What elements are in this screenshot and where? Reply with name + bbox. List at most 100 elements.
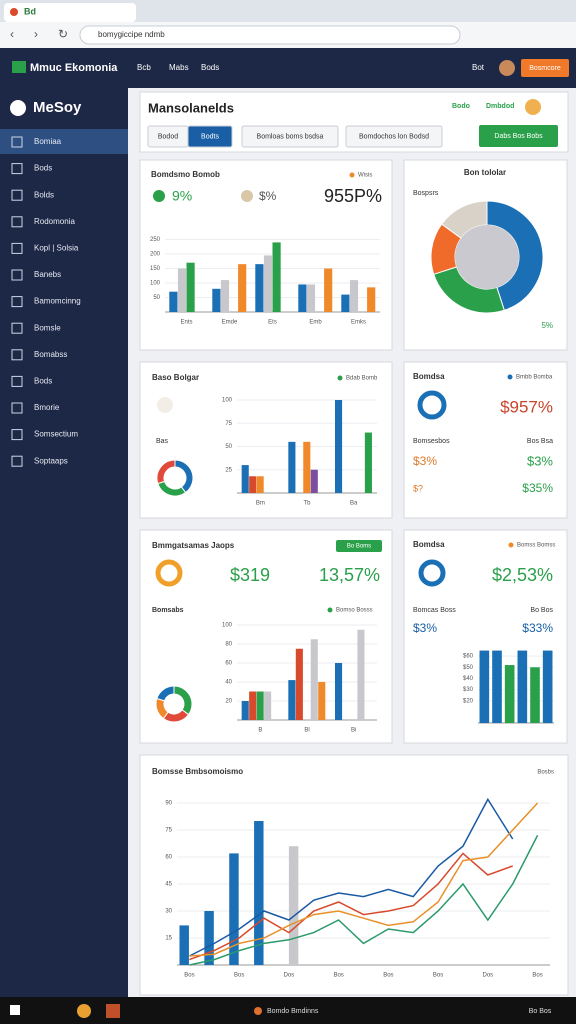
bar — [254, 821, 264, 965]
bar — [220, 280, 230, 312]
address-bar[interactable] — [79, 25, 461, 45]
bar — [517, 650, 528, 723]
y-tick-label: 250 — [150, 237, 161, 243]
card — [139, 754, 569, 996]
nav-icon[interactable]: ↻ — [58, 27, 68, 41]
browser-icon — [77, 1004, 91, 1018]
stat: $? — [413, 483, 423, 493]
card-title: Bomdsa — [413, 540, 445, 549]
taskbar — [0, 997, 576, 1024]
bar — [303, 441, 311, 493]
x-tick-label: B — [258, 728, 262, 734]
brand-icon — [12, 61, 26, 73]
y-tick-label: $40 — [463, 676, 474, 682]
menu-item[interactable]: Bomabss — [34, 350, 67, 359]
tab[interactable] — [4, 3, 136, 22]
taskbar-app: Bomdo Bmdinns — [267, 1008, 319, 1015]
bar — [542, 650, 553, 723]
pie-hole — [455, 225, 519, 289]
bar — [492, 650, 502, 723]
nav-icon[interactable]: › — [34, 27, 38, 41]
nav-link[interactable]: Mabs — [169, 63, 189, 72]
menu-item[interactable]: Banebs — [34, 270, 61, 279]
y-tick-label: 50 — [225, 444, 232, 450]
line — [189, 797, 514, 957]
bar — [204, 911, 214, 965]
tab-icon — [10, 8, 18, 16]
legend: Bdab Bomb — [346, 376, 378, 382]
bar — [238, 264, 247, 312]
y-tick-label: 100 — [222, 623, 233, 629]
big-stat: $957% — [500, 397, 553, 416]
bar — [298, 284, 307, 312]
stat: $33% — [522, 621, 553, 635]
bar — [341, 294, 350, 312]
menu-item[interactable]: Bmorie — [34, 403, 60, 412]
legend: Bmbb Bomba — [516, 375, 553, 381]
menu-item[interactable]: Kopl | Solsia — [34, 244, 79, 253]
menu-item[interactable]: Bamomcinng — [34, 297, 81, 306]
menu-item[interactable]: Bolds — [34, 190, 54, 199]
nav-icon[interactable]: ‹ — [10, 27, 14, 41]
x-tick-label: Bos — [333, 973, 343, 979]
menu-icon — [11, 349, 23, 361]
y-tick-label: 150 — [150, 266, 161, 272]
legend: Bosbs — [537, 770, 554, 776]
user-name: Bot — [472, 63, 485, 72]
nav-link[interactable]: Bods — [201, 63, 219, 72]
menu-item[interactable]: Rodomonia — [34, 217, 75, 226]
big-stat: $2,53% — [492, 565, 553, 585]
primary-button[interactable] — [479, 125, 558, 147]
menu-item[interactable]: Bods — [34, 164, 52, 173]
menu-item[interactable]: Bods — [34, 377, 52, 386]
stat: $3% — [527, 453, 553, 468]
bar — [256, 691, 264, 720]
tab-button[interactable] — [187, 125, 233, 148]
menu-icon — [11, 163, 23, 175]
x-tick-label: Emb — [309, 320, 322, 326]
bar — [177, 268, 187, 312]
ring — [418, 559, 446, 587]
label: Bo Bos — [530, 607, 553, 614]
bar — [335, 400, 343, 493]
menu-icon — [11, 455, 23, 467]
tab-label: Bomdochos lon Bodsd — [359, 133, 429, 140]
cta-button[interactable] — [521, 59, 569, 77]
y-tick-label: 100 — [222, 398, 233, 404]
bar — [241, 701, 249, 720]
menu-item[interactable]: Somsectium — [34, 430, 78, 439]
tab-button[interactable] — [345, 125, 443, 148]
bar — [530, 667, 540, 723]
label: Bospsrs — [413, 190, 439, 197]
y-tick-label: 45 — [165, 882, 172, 888]
clock: Bo Bos — [529, 1008, 552, 1015]
line — [189, 852, 513, 961]
card-title: Bomdsa — [413, 372, 445, 381]
menu-item[interactable]: Bomsle — [34, 323, 61, 332]
bar — [504, 665, 515, 723]
nav-link[interactable]: Bcb — [137, 63, 151, 72]
menu-icon — [11, 322, 23, 334]
card-title: Bomsse Bmbsomoismo — [152, 767, 243, 776]
y-tick-label: 40 — [225, 680, 232, 686]
logo-icon — [10, 100, 26, 116]
menu-item[interactable]: Soptaaps — [34, 456, 68, 465]
x-tick-label: Dos — [482, 973, 493, 979]
stat-icon — [153, 190, 165, 202]
tab-button[interactable] — [241, 125, 339, 148]
bar — [263, 255, 273, 312]
tag — [336, 540, 382, 552]
menu-icon — [11, 136, 23, 148]
menu-item[interactable]: Bomiaa — [34, 137, 62, 146]
stat-icon — [241, 190, 253, 202]
app-icon[interactable] — [106, 1004, 120, 1018]
avatar — [499, 60, 515, 76]
x-tick-label: Emks — [351, 320, 366, 326]
card-title: Bomdsmo Bomob — [151, 170, 220, 179]
y-tick-label: 60 — [225, 661, 232, 667]
start-icon[interactable] — [10, 1005, 20, 1015]
menu-icon — [11, 375, 23, 387]
stat: $35% — [522, 481, 553, 495]
sidebar-logo: MeSoy — [33, 99, 82, 116]
x-tick-label: Emde — [222, 320, 238, 326]
